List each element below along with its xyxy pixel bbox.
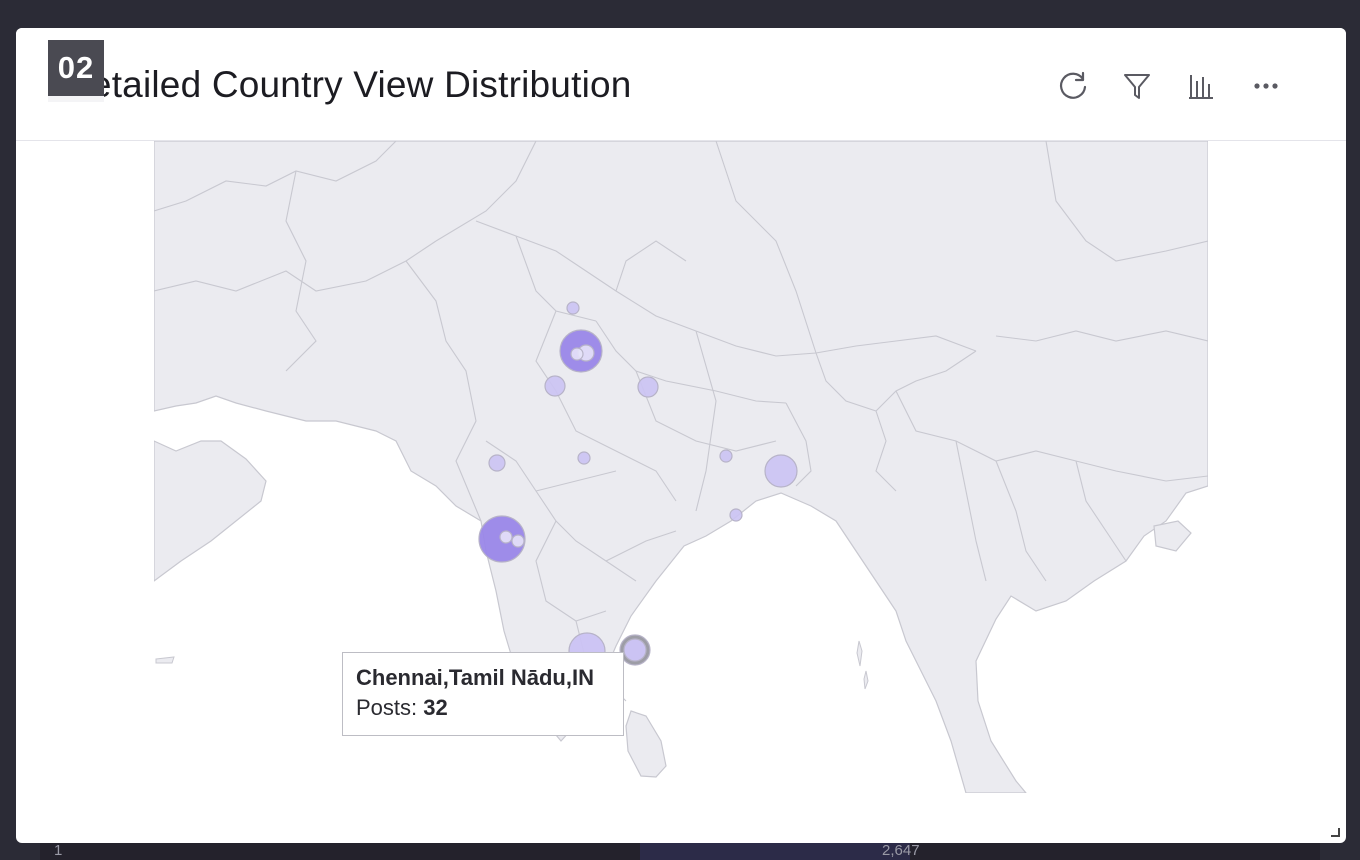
city-bubble[interactable]: [570, 347, 584, 361]
tooltip-location: Chennai,Tamil Nādu,IN: [356, 665, 594, 690]
more-options-button[interactable]: [1246, 66, 1286, 106]
tooltip-metric: Posts: 32: [356, 693, 610, 723]
bar-chart-icon: [1189, 75, 1213, 99]
city-bubble[interactable]: [499, 530, 513, 544]
country-bubble-map[interactable]: Chennai,Tamil Nādu,IN Posts: 32 4 88: [16, 141, 1346, 831]
tooltip-metric-value: 32: [423, 695, 448, 720]
city-bubble[interactable]: [764, 454, 798, 488]
more-horizontal-icon: [1254, 83, 1278, 89]
background-row-value: 2,647: [882, 842, 920, 859]
chart-type-button[interactable]: [1181, 66, 1221, 106]
map-panel-card: Detailed Country View Distribution: [16, 28, 1346, 843]
resize-grip-icon[interactable]: [1330, 827, 1340, 837]
refresh-button[interactable]: [1053, 66, 1093, 106]
map-tooltip: Chennai,Tamil Nādu,IN Posts: 32: [342, 652, 624, 736]
panel-title: Detailed Country View Distribution: [64, 64, 632, 105]
background-row-number: 1: [54, 842, 63, 859]
city-bubble[interactable]: [544, 375, 566, 397]
tooltip-metric-label: Posts:: [356, 695, 418, 720]
city-bubble[interactable]: [511, 534, 525, 548]
filter-icon: [1124, 74, 1150, 99]
panel-header: Detailed Country View Distribution: [16, 28, 1346, 141]
city-bubble[interactable]: [719, 449, 733, 463]
city-bubble[interactable]: [577, 451, 591, 465]
city-bubble[interactable]: [637, 376, 659, 398]
city-bubble[interactable]: [623, 638, 647, 662]
refresh-icon: [1059, 71, 1087, 99]
panel-number-badge: 02: [48, 40, 104, 102]
map-canvas[interactable]: [16, 141, 1346, 831]
map-geography: [154, 141, 1208, 793]
background-table-strip: [40, 842, 1320, 860]
city-bubble[interactable]: [729, 508, 743, 522]
filter-button[interactable]: [1117, 66, 1157, 106]
city-bubble[interactable]: [566, 301, 580, 315]
city-bubble[interactable]: [488, 454, 506, 472]
